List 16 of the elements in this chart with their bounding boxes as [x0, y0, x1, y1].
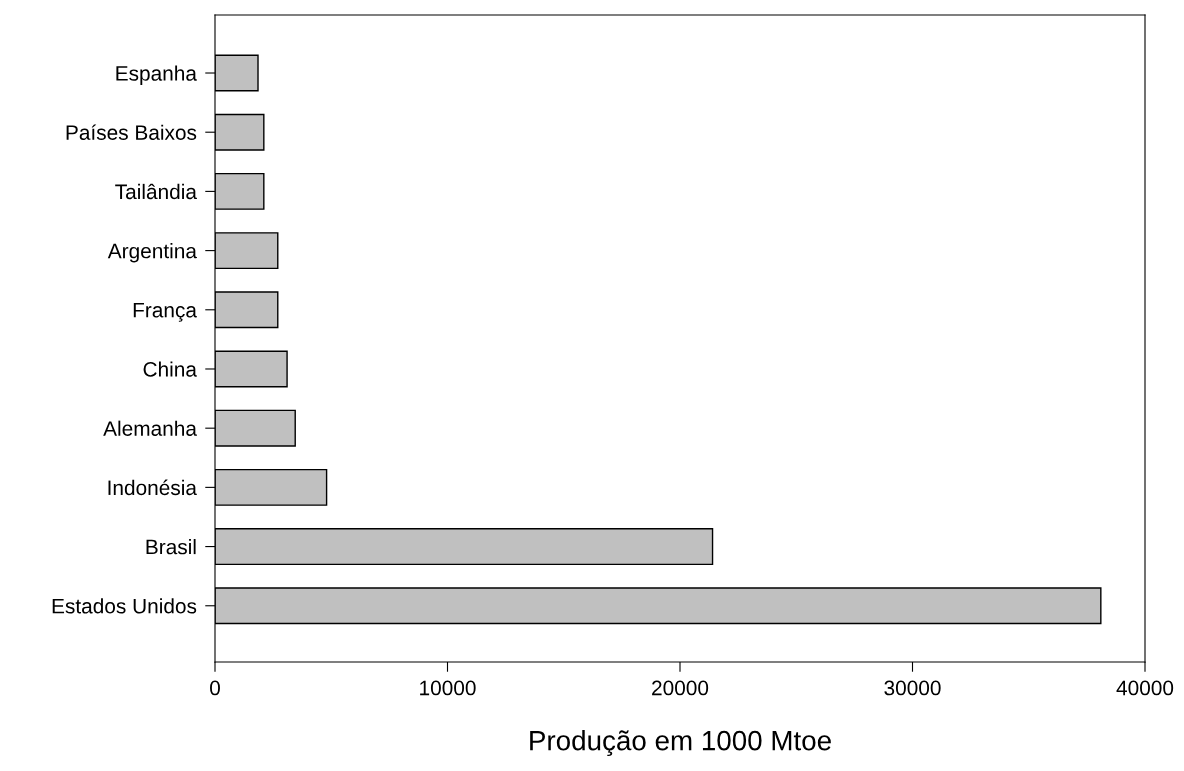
x-tick-label: 30000 [884, 680, 941, 696]
y-tick-label: China [143, 361, 197, 377]
y-tick-label: Tailândia [115, 183, 197, 200]
y-tick-label: Brasil [146, 539, 196, 555]
y-tick-label: Argentina [107, 243, 197, 263]
x-tick-label: 20000 [652, 680, 709, 696]
x-tick-label: 40000 [1116, 680, 1174, 696]
y-tick-label: Espanha [116, 65, 197, 85]
x-tick-label: 10000 [420, 680, 476, 696]
y-tick-label: Países Baixos [66, 124, 197, 140]
y-tick-label: França [133, 302, 197, 322]
x-tick-label: 0 [210, 680, 220, 696]
x-axis-title: Produção em 1000 Mtoe [530, 730, 831, 757]
y-tick-label: Alemanha [103, 420, 197, 436]
y-tick-label: Indonésia [108, 479, 197, 496]
y-tick-label: Estados Unidos [52, 598, 197, 614]
